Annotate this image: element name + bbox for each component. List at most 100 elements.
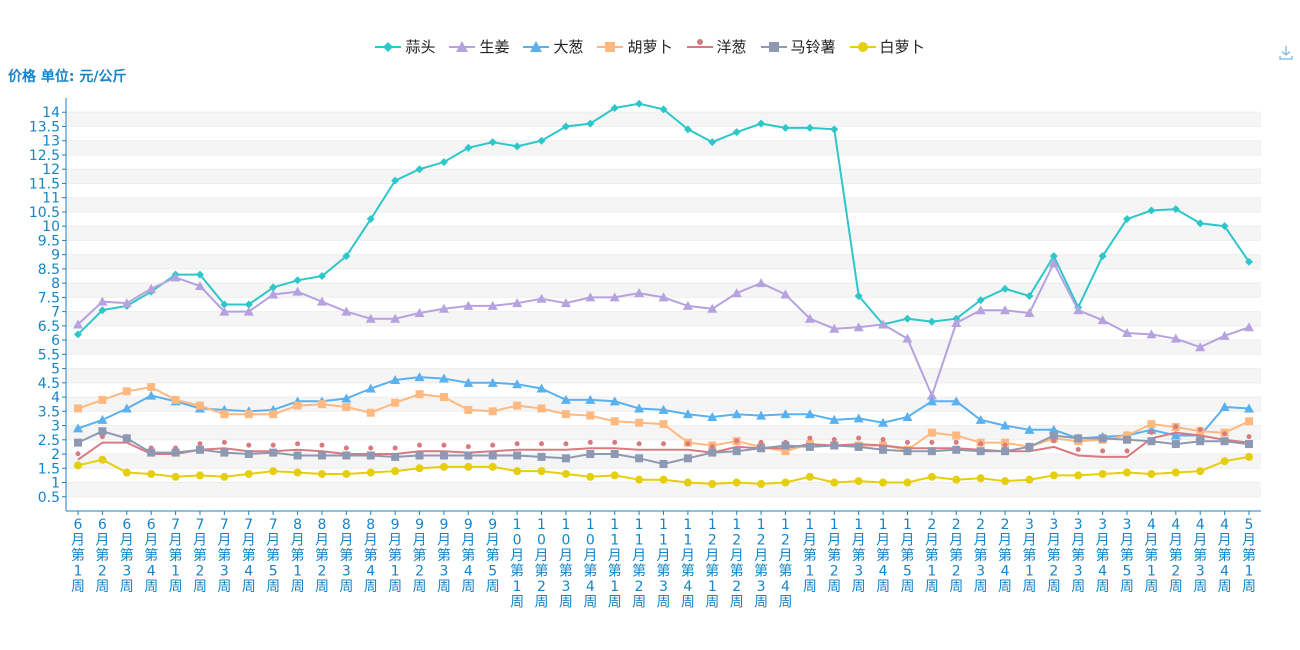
data-point[interactable]: [465, 444, 471, 450]
data-point[interactable]: [121, 403, 132, 413]
data-point[interactable]: [709, 444, 715, 450]
data-point[interactable]: [490, 442, 496, 448]
data-point[interactable]: [417, 442, 423, 448]
data-point[interactable]: [586, 472, 595, 481]
data-point[interactable]: [1024, 308, 1035, 318]
data-point[interactable]: [683, 478, 692, 487]
data-point[interactable]: [1073, 305, 1084, 315]
data-point[interactable]: [831, 436, 837, 442]
data-point[interactable]: [244, 450, 253, 459]
data-point[interactable]: [586, 450, 595, 459]
data-point[interactable]: [829, 414, 840, 424]
data-point[interactable]: [415, 464, 424, 473]
data-point[interactable]: [1000, 420, 1011, 430]
data-point[interactable]: [976, 296, 985, 305]
data-point[interactable]: [781, 447, 790, 456]
data-point[interactable]: [926, 390, 937, 400]
data-point[interactable]: [707, 303, 718, 313]
data-point[interactable]: [195, 401, 204, 410]
data-point[interactable]: [536, 383, 547, 393]
data-point[interactable]: [171, 472, 180, 481]
data-point[interactable]: [731, 288, 742, 298]
data-point[interactable]: [343, 445, 349, 451]
data-point[interactable]: [926, 396, 937, 406]
data-point[interactable]: [269, 283, 278, 292]
data-point[interactable]: [951, 396, 962, 406]
data-point[interactable]: [586, 119, 595, 128]
data-point[interactable]: [488, 407, 497, 416]
data-point[interactable]: [1123, 468, 1132, 477]
legend-item[interactable]: 白萝卜: [849, 36, 925, 57]
data-point[interactable]: [487, 377, 498, 387]
data-point[interactable]: [514, 441, 520, 447]
data-point[interactable]: [392, 445, 398, 451]
data-point[interactable]: [74, 438, 82, 447]
data-point[interactable]: [1122, 327, 1133, 337]
data-point[interactable]: [658, 404, 669, 414]
data-point[interactable]: [171, 395, 180, 404]
data-point[interactable]: [1025, 475, 1034, 484]
data-point[interactable]: [1098, 252, 1107, 261]
data-point[interactable]: [659, 460, 668, 469]
data-point[interactable]: [390, 313, 401, 323]
data-point[interactable]: [1074, 471, 1083, 480]
data-point[interactable]: [391, 452, 400, 461]
data-point[interactable]: [952, 431, 961, 440]
data-point[interactable]: [903, 314, 912, 323]
data-point[interactable]: [1025, 291, 1034, 300]
data-point[interactable]: [1220, 222, 1229, 231]
data-point[interactable]: [438, 373, 449, 383]
data-point[interactable]: [439, 451, 448, 460]
data-point[interactable]: [683, 125, 692, 134]
data-point[interactable]: [98, 306, 107, 315]
data-point[interactable]: [341, 306, 352, 316]
data-point[interactable]: [781, 478, 790, 487]
data-point[interactable]: [902, 333, 913, 343]
data-point[interactable]: [635, 454, 644, 463]
data-point[interactable]: [342, 451, 351, 460]
data-point[interactable]: [1147, 437, 1156, 446]
data-point[interactable]: [878, 319, 889, 329]
data-point[interactable]: [635, 418, 644, 427]
data-point[interactable]: [317, 272, 326, 281]
data-point[interactable]: [1024, 424, 1035, 434]
data-point[interactable]: [1001, 438, 1010, 447]
data-point[interactable]: [804, 409, 815, 419]
data-point[interactable]: [561, 122, 570, 131]
data-point[interactable]: [635, 99, 644, 108]
data-point[interactable]: [243, 306, 254, 316]
data-point[interactable]: [587, 439, 593, 445]
data-point[interactable]: [220, 448, 229, 457]
data-point[interactable]: [268, 289, 279, 299]
data-point[interactable]: [122, 468, 131, 477]
data-point[interactable]: [537, 136, 546, 145]
data-point[interactable]: [854, 442, 863, 451]
data-point[interactable]: [75, 451, 81, 457]
data-point[interactable]: [1244, 322, 1254, 332]
data-point[interactable]: [1245, 452, 1253, 461]
data-point[interactable]: [1245, 257, 1253, 266]
legend-item[interactable]: 蒜头: [375, 36, 435, 57]
data-point[interactable]: [220, 410, 229, 419]
data-point[interactable]: [634, 288, 645, 298]
data-point[interactable]: [585, 292, 596, 302]
data-point[interactable]: [463, 300, 474, 310]
data-point[interactable]: [415, 390, 424, 399]
data-point[interactable]: [903, 447, 912, 456]
data-point[interactable]: [953, 439, 959, 445]
data-point[interactable]: [658, 292, 669, 302]
data-point[interactable]: [609, 396, 620, 406]
data-point[interactable]: [464, 405, 473, 414]
data-point[interactable]: [244, 469, 253, 478]
data-point[interactable]: [1049, 471, 1058, 480]
data-point[interactable]: [147, 383, 156, 392]
data-point[interactable]: [902, 412, 913, 422]
data-point[interactable]: [1170, 430, 1181, 440]
data-point[interactable]: [365, 313, 376, 323]
data-point[interactable]: [97, 414, 108, 424]
data-point[interactable]: [560, 394, 571, 404]
data-point[interactable]: [221, 439, 227, 445]
data-point[interactable]: [975, 414, 986, 424]
data-point[interactable]: [439, 158, 448, 167]
data-point[interactable]: [781, 123, 790, 132]
